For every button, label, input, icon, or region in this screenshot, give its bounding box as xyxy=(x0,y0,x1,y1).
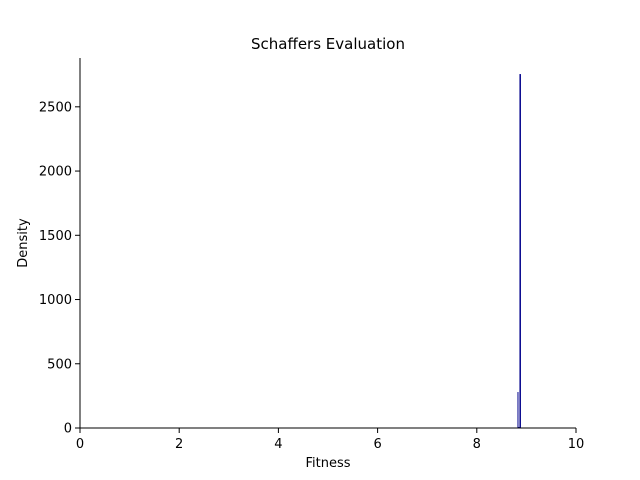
histogram-bars xyxy=(517,74,521,429)
x-tick-label-4: 8 xyxy=(473,437,481,452)
x-tick-label-1: 2 xyxy=(175,437,183,452)
y-tick-label-0: 0 xyxy=(64,422,72,437)
y-axis-ticks: 0 500 1000 1500 2000 2500 xyxy=(39,100,80,437)
y-tick-label-2: 1000 xyxy=(39,293,72,308)
y-tick-label-4: 2000 xyxy=(39,165,72,180)
x-axis-ticks: 0 2 4 6 8 10 xyxy=(76,428,584,452)
y-tick-label-3: 1500 xyxy=(39,229,72,244)
x-tick-label-3: 6 xyxy=(373,437,381,452)
x-tick-label-5: 10 xyxy=(568,437,585,452)
x-axis-label: Fitness xyxy=(305,456,350,471)
x-tick-label-2: 4 xyxy=(274,437,282,452)
chart-title: Schaffers Evaluation xyxy=(251,35,405,53)
x-tick-label-0: 0 xyxy=(76,437,84,452)
y-tick-label-1: 500 xyxy=(47,357,72,372)
histogram-bar-2 xyxy=(519,74,521,429)
y-tick-label-5: 2500 xyxy=(39,100,72,115)
y-axis-label: Density xyxy=(16,218,31,268)
histogram-bar-1 xyxy=(518,426,520,428)
histogram-bar-0 xyxy=(517,392,519,428)
